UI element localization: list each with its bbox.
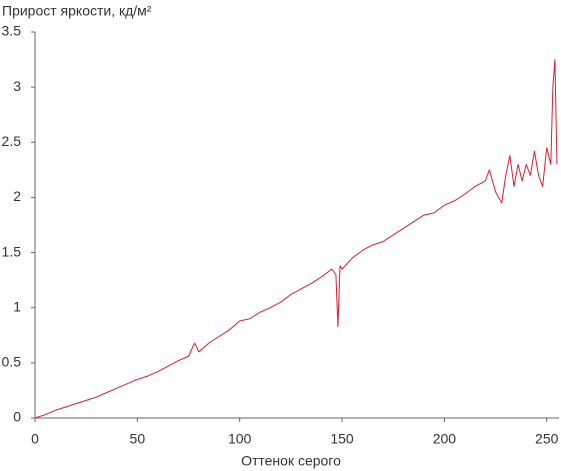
y-tick-label: 2.5 [2, 133, 22, 149]
x-axis-label: Оттенок серого [241, 453, 341, 469]
x-tick-label: 0 [31, 431, 39, 447]
y-axis-label: Прирост яркости, кд/м² [2, 3, 152, 19]
x-tick-label: 150 [330, 431, 354, 447]
x-tick-label: 250 [535, 431, 559, 447]
x-tick-label: 200 [433, 431, 457, 447]
data-line [34, 59, 558, 419]
y-tick-label: 1.5 [2, 243, 22, 259]
y-tick-label: 0 [13, 409, 21, 425]
y-tick-label: 2 [13, 188, 21, 204]
y-tick-label: 3 [13, 78, 21, 94]
y-tick-label: 0.5 [2, 354, 22, 370]
x-tick-label: 100 [228, 431, 252, 447]
y-tick-label: 1 [13, 298, 21, 314]
x-tick-label: 50 [130, 431, 146, 447]
y-tick-label: 3.5 [2, 23, 22, 39]
